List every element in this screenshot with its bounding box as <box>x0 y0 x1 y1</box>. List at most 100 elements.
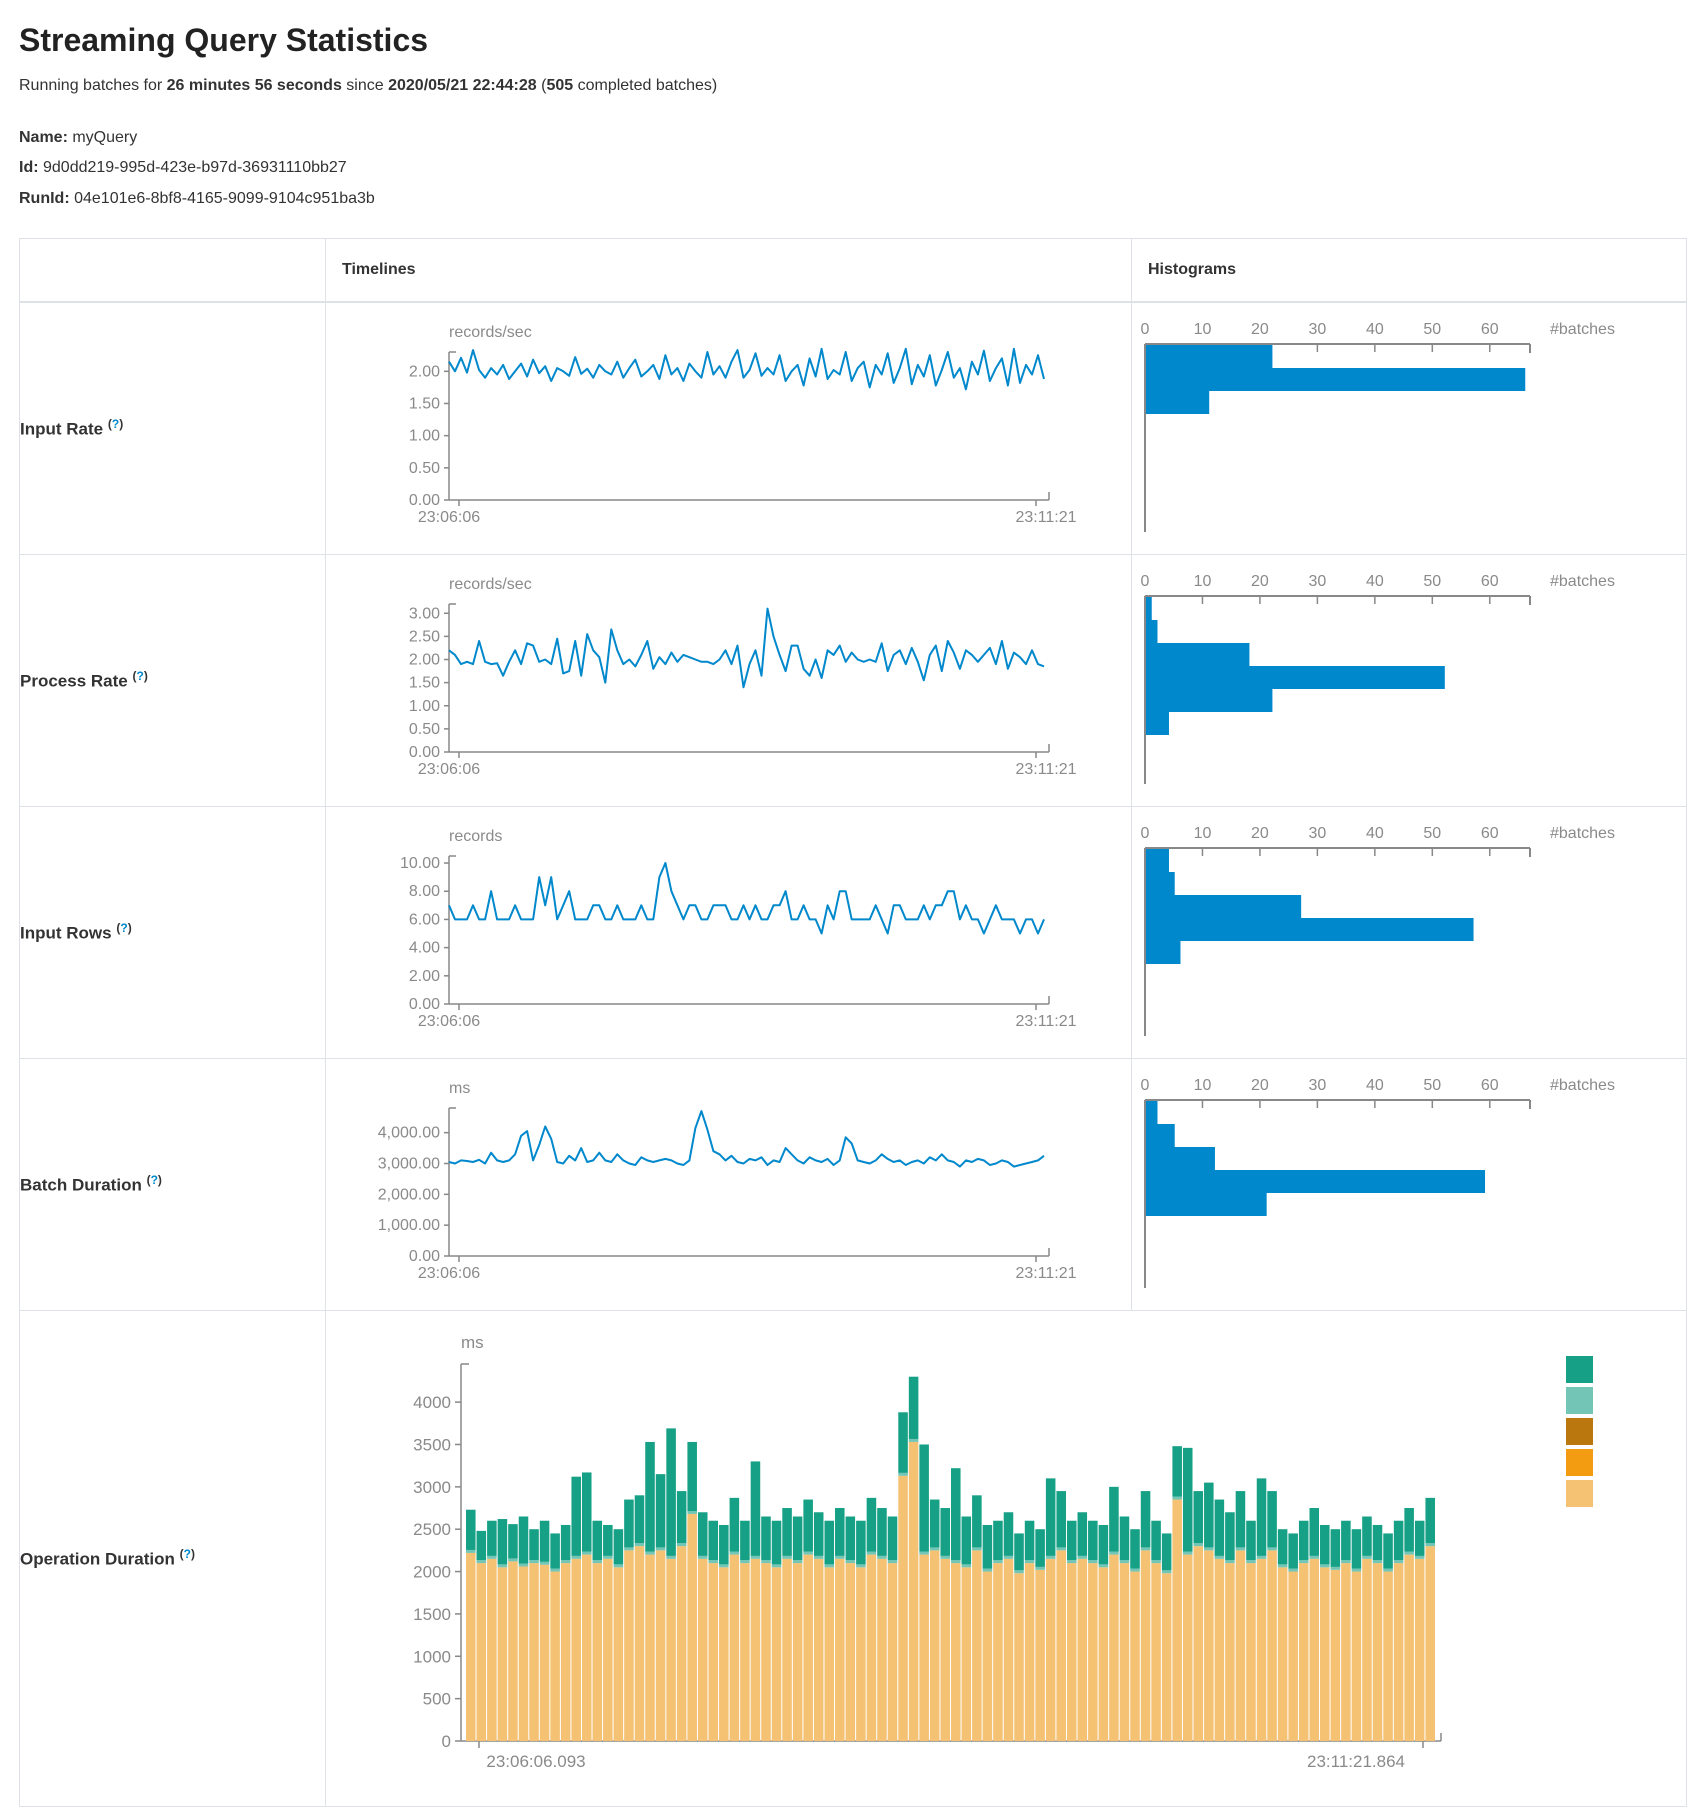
process-rate-histogram-cell: 0 10 20 30 40 50 60 #batches <box>1131 554 1687 808</box>
svg-text:1.00: 1.00 <box>409 698 440 715</box>
table-header-row: Timelines Histograms <box>19 238 1687 304</box>
id-label: Id: <box>19 159 39 177</box>
svg-text:50: 50 <box>1423 825 1441 842</box>
runid-label: RunId: <box>19 189 70 207</box>
input-rows-row: Input Rows (?) records 10.00 8.00 6.00 4.00 2… <box>19 806 1687 1060</box>
svg-text:8.00: 8.00 <box>409 883 440 900</box>
input-rate-help-icon[interactable]: (?) <box>107 417 124 432</box>
svg-text:0: 0 <box>1141 825 1150 842</box>
input-rate-label-cell: Input Rate (?) <box>19 301 326 556</box>
svg-text:4.00: 4.00 <box>409 940 440 957</box>
input-rows-histogram-chart: 0 10 20 30 40 50 60 #batches <box>1141 825 1615 1037</box>
process-rate-label: Process Rate <box>20 672 128 691</box>
svg-text:23:11:21: 23:11:21 <box>1015 1265 1076 1282</box>
svg-text:0.00: 0.00 <box>409 996 440 1013</box>
svg-text:6.00: 6.00 <box>409 912 440 929</box>
query-runid-row: RunId: 04e101e6-8bf8-4165-9099-9104c951b… <box>19 184 1693 214</box>
svg-text:60: 60 <box>1481 573 1499 590</box>
svg-text:1,000.00: 1,000.00 <box>378 1217 440 1234</box>
svg-text:23:06:06: 23:06:06 <box>418 509 480 526</box>
input-rows-help-icon[interactable]: (?) <box>116 921 132 936</box>
svg-text:20: 20 <box>1251 321 1269 338</box>
svg-text:40: 40 <box>1366 825 1384 842</box>
operation-duration-label: Operation Duration <box>20 1550 175 1569</box>
svg-text:3,000.00: 3,000.00 <box>378 1156 440 1173</box>
process-rate-label-cell: Process Rate (?) <box>19 554 326 808</box>
svg-text:40: 40 <box>1366 1077 1384 1094</box>
input-rows-label-cell: Input Rows (?) <box>19 806 326 1060</box>
batch-duration-histogram-cell: 0 10 20 30 40 50 60 #batches <box>1131 1058 1687 1312</box>
svg-text:23:06:06: 23:06:06 <box>418 1265 480 1282</box>
process-rate-help-icon[interactable]: (?) <box>132 669 148 684</box>
svg-text:records/sec: records/sec <box>449 324 532 341</box>
process-rate-timeline-chart: records/sec3.002.502.001.501.000.500.002… <box>409 576 1077 778</box>
input-rows-timeline-cell: records 10.00 8.00 6.00 4.00 2.00 0.00 23:06:06… <box>325 806 1132 1060</box>
svg-text:2,000.00: 2,000.00 <box>378 1187 440 1204</box>
svg-text:10: 10 <box>1194 1077 1212 1094</box>
batch-duration-label-cell: Batch Duration (?) <box>19 1058 326 1312</box>
svg-text:2.00: 2.00 <box>409 968 440 985</box>
svg-text:1.50: 1.50 <box>409 675 440 692</box>
batch-duration-timeline-cell: ms 4,000.00 3,000.00 2,000.00 1,000.00 0.00 23… <box>325 1058 1132 1312</box>
svg-text:2.00: 2.00 <box>409 363 440 380</box>
svg-text:0.50: 0.50 <box>409 460 440 477</box>
operation-duration-help-icon[interactable]: (?) <box>179 1547 195 1562</box>
svg-text:3500: 3500 <box>413 1435 451 1454</box>
svg-text:60: 60 <box>1481 1077 1499 1094</box>
process-rate-histogram-chart: 0 10 20 30 40 50 60 #batches <box>1141 573 1615 785</box>
input-rows-label: Input Rows <box>20 924 112 943</box>
svg-text:30: 30 <box>1308 573 1326 590</box>
histograms-header: Histograms <box>1131 238 1687 304</box>
svg-text:50: 50 <box>1423 321 1441 338</box>
svg-text:60: 60 <box>1481 321 1499 338</box>
summary-text: Running batches for <box>19 77 167 94</box>
svg-text:#batches: #batches <box>1550 321 1615 338</box>
svg-text:3.00: 3.00 <box>409 605 440 622</box>
batch-duration-histogram-chart: 0 10 20 30 40 50 60 #batches <box>1141 1077 1615 1289</box>
process-rate-timeline-cell: records/sec 3.00 2.50 2.00 1.50 1.00 0.50 0.00 2… <box>325 554 1132 808</box>
batch-duration-timeline-chart: ms4,000.003,000.002,000.001,000.000.0023… <box>378 1080 1077 1282</box>
input-rate-row: Input Rate (?) records/sec 2.00 1.50 1.00 0.… <box>19 301 1687 556</box>
name-label: Name: <box>19 129 68 146</box>
svg-text:0.00: 0.00 <box>409 744 440 761</box>
svg-text:10: 10 <box>1194 321 1212 338</box>
svg-text:1000: 1000 <box>413 1647 451 1666</box>
svg-text:1500: 1500 <box>413 1605 451 1624</box>
batch-duration-label: Batch Duration <box>20 1176 142 1195</box>
summary-text: ( <box>536 77 547 94</box>
svg-text:0: 0 <box>442 1732 451 1751</box>
svg-text:records: records <box>449 828 502 845</box>
svg-text:50: 50 <box>1423 1077 1441 1094</box>
operation-duration-chart-cell: ms 4000 3500 3000 2500 2000 1500 1000 500 0 23:06:… <box>325 1310 1687 1808</box>
svg-text:20: 20 <box>1251 1077 1269 1094</box>
input-rate-label: Input Rate <box>20 420 104 439</box>
svg-text:23:06:06: 23:06:06 <box>418 1013 480 1030</box>
svg-text:#batches: #batches <box>1550 1077 1615 1094</box>
legend-swatch <box>1566 1417 1593 1445</box>
summary-text: completed batches) <box>573 77 718 94</box>
svg-text:23:11:21: 23:11:21 <box>1015 509 1076 526</box>
svg-text:50: 50 <box>1423 573 1441 590</box>
batch-duration-help-icon[interactable]: (?) <box>146 1173 162 1188</box>
svg-text:0.00: 0.00 <box>409 1248 440 1265</box>
svg-text:10: 10 <box>1194 573 1212 590</box>
svg-text:0: 0 <box>1141 1077 1150 1094</box>
input-rate-histogram-chart: 0 10 20 30 40 50 60 #batches <box>1141 321 1615 533</box>
legend-swatch <box>1566 1448 1593 1476</box>
name-value: myQuery <box>67 129 138 146</box>
svg-text:4,000.00: 4,000.00 <box>378 1125 440 1142</box>
svg-text:0.00: 0.00 <box>409 492 440 509</box>
svg-text:23:11:21: 23:11:21 <box>1015 761 1076 778</box>
svg-text:records/sec: records/sec <box>449 576 532 593</box>
svg-text:23:11:21: 23:11:21 <box>1015 1013 1076 1030</box>
svg-text:2000: 2000 <box>413 1562 451 1581</box>
empty-header-cell <box>19 238 326 304</box>
operation-duration-row: Operation Duration (?) ms 4000 3500 3000 250… <box>19 1310 1687 1808</box>
running-batches-summary: Running batches for 26 minutes 56 second… <box>19 77 1693 95</box>
input-rate-timeline-cell: records/sec 2.00 1.50 1.00 0.50 0.00 23:06:06 2… <box>325 301 1132 556</box>
svg-text:30: 30 <box>1308 825 1326 842</box>
running-duration: 26 minutes 56 seconds <box>166 77 342 94</box>
operation-duration-stacked-chart: ms 4000 3500 3000 2500 2000 1500 1000 500 0 23:06:… <box>413 1333 1593 1771</box>
input-rows-timeline-chart: records 10.00 8.00 6.00 4.00 2.00 0.0023:06:06… <box>400 828 1077 1030</box>
